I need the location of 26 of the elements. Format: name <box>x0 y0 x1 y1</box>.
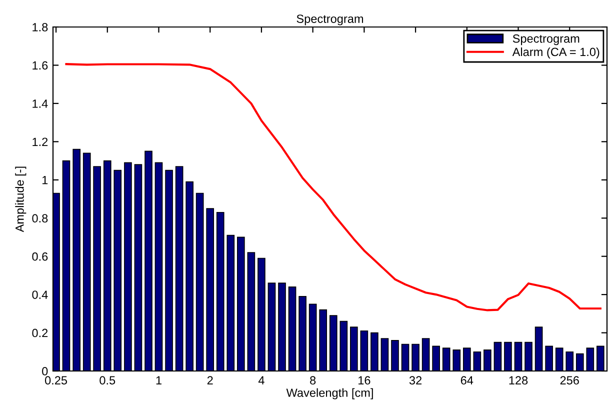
x-tick-label: 1 <box>156 376 162 384</box>
x-tick-label: 2 <box>207 376 213 384</box>
y-tick-label: 0.6 <box>32 252 48 261</box>
x-tick-label: 256 <box>560 376 579 385</box>
y-tick-label: 1.2 <box>32 138 48 146</box>
y-tick-label: 1.4 <box>32 100 48 108</box>
x-axis-title: Wavelength [cm] <box>286 388 373 400</box>
legend-label: Alarm (CA = 1.0) <box>512 47 600 58</box>
y-tick-label: 0.4 <box>32 290 48 299</box>
x-tick-label: 0.25 <box>45 376 68 385</box>
y-tick-label: 1.8 <box>32 23 48 32</box>
x-tick-label: 64 <box>460 376 474 385</box>
x-tick-label: 32 <box>409 376 422 385</box>
y-tick-label: 1.6 <box>32 61 48 70</box>
y-tick-label: 1 <box>42 176 48 184</box>
chart-title: Spectrogram <box>296 14 364 26</box>
y-axis-title: Amplitude [-] <box>15 166 26 232</box>
y-tick-label: 0.8 <box>32 214 48 223</box>
x-tick-label: 0.5 <box>100 376 116 385</box>
x-tick-label: 8 <box>310 376 316 385</box>
x-tick-label: 128 <box>509 376 528 385</box>
y-tick-label: 0.2 <box>32 328 48 338</box>
legend-label: Spectrogram <box>512 34 580 46</box>
x-tick-label: 16 <box>358 376 370 385</box>
y-tick-label: 0 <box>42 367 48 376</box>
x-tick-label: 4 <box>258 376 264 384</box>
